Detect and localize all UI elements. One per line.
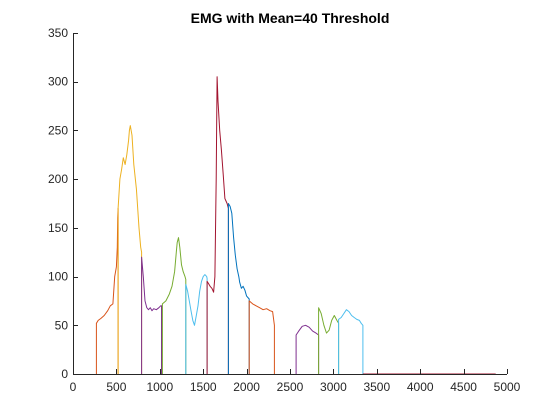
y-tick-label: 250 [48,123,68,137]
x-tick-label: 4500 [450,380,477,394]
series-line-3 [141,256,162,374]
series-line-5 [185,274,208,374]
x-tick-label: 3000 [320,380,347,394]
plot-area [73,33,507,374]
x-tick-label: 1000 [146,380,173,394]
x-tick-label: 1500 [190,380,217,394]
x-tick-label: 3500 [363,380,390,394]
y-tick-label: 350 [48,26,68,40]
x-tick-label: 0 [70,380,77,394]
series-line-7 [227,203,250,374]
y-tick-label: 300 [48,75,68,89]
series-line-6 [206,76,229,374]
series-line-8 [248,300,275,374]
y-tick-label: 0 [61,367,68,381]
x-tick-label: 2000 [233,380,260,394]
x-tick-label: 5000 [494,380,521,394]
x-tick-label: 500 [106,380,126,394]
series-line-11 [338,309,364,374]
chart-title: EMG with Mean=40 Threshold [191,10,390,26]
x-tick-label: 2500 [277,380,304,394]
series-line-9 [295,324,320,374]
series-layer [95,76,496,375]
y-tick-label: 200 [48,172,68,186]
series-line-2 [117,125,143,374]
y-tick-label: 100 [48,270,68,284]
y-tick-label: 50 [55,318,69,332]
y-tick-label: 150 [48,221,68,235]
series-line-4 [161,237,187,374]
axes-layer: 0 500 1000 1500 2000 2500 3000 3500 4000 4500 5000… [48,26,521,394]
series-line-10 [318,307,340,374]
x-tick-label: 4000 [407,380,434,394]
